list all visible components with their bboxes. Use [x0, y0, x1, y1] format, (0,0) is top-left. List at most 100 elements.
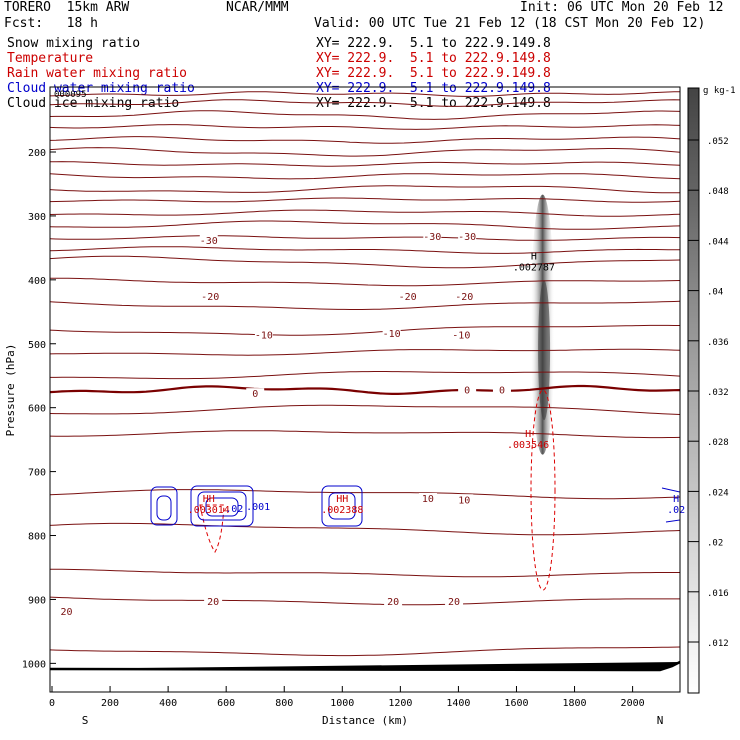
isotherm-line: [49, 173, 681, 180]
colorbar-tick-label: .044: [707, 237, 729, 247]
isotherm-label-bg: [455, 494, 474, 506]
extremum-label: H: [525, 429, 531, 440]
endpoint-north: N: [657, 714, 664, 727]
colorbar-tick-label: .012: [707, 639, 729, 649]
isotherm-label: 0: [464, 385, 470, 396]
isotherm-line: [49, 99, 681, 107]
isotherm-label-bg: [458, 230, 477, 242]
x-tick-label: 1800: [562, 698, 586, 709]
isotherm-line: [49, 300, 681, 310]
rain-water-contours: [199, 389, 556, 591]
isotherm-label: -20: [455, 292, 473, 303]
field-xy-cloud-water: XY= 222.9. 5.1 to 222.9.149.8: [316, 81, 551, 96]
header-fcst: Fcst: 18 h: [4, 16, 98, 31]
header-init: Init: 06 UTC Mon 20 Feb 12: [520, 0, 724, 15]
y-tick-label: 600: [28, 404, 46, 415]
isotherm-label-bg: [423, 230, 442, 242]
field-name-temperature: Temperature: [7, 51, 94, 66]
x-tick-label: 0: [49, 698, 55, 709]
isotherm-line: [49, 91, 681, 97]
isotherm-line: [50, 161, 681, 167]
y-tick-label: 400: [28, 276, 46, 287]
isotherm-label-bg: [445, 595, 464, 607]
y-tick-label: 900: [28, 595, 46, 606]
extremum-value: .02: [667, 505, 685, 516]
isotherm-label-bg: [382, 328, 401, 340]
isotherm-label-bg: [384, 595, 403, 607]
isotherm-line: [49, 489, 681, 500]
isotherm-label: -30: [423, 232, 441, 243]
isotherm-line: [49, 646, 681, 657]
extremum-label: H: [531, 251, 537, 262]
isotherm-label: 20: [387, 597, 399, 608]
cloud-water-contour: [328, 492, 356, 520]
y-tick-label: 300: [28, 212, 46, 223]
extremum-label: H: [673, 494, 679, 505]
isotherm-label: -10: [383, 329, 401, 340]
x-tick-label: 600: [217, 698, 235, 709]
header-org: NCAR/MMM: [226, 0, 289, 15]
isotherm-label: 0: [499, 385, 505, 396]
isotherm-label-bg: [204, 595, 223, 607]
field-name-snow: Snow mixing ratio: [7, 36, 141, 51]
isotherm-label: -20: [399, 292, 417, 303]
isotherm-line: [49, 596, 680, 606]
corner-value: 000095: [54, 90, 87, 100]
isotherm-line: [49, 147, 681, 157]
isotherm-label-bg: [455, 291, 474, 303]
isotherm-label: -10: [452, 330, 470, 341]
isotherm-label: 0: [252, 389, 258, 400]
isotherm-line: [49, 522, 681, 536]
isotherm-label-bg: [452, 329, 471, 341]
isotherm-label: -30: [458, 232, 476, 243]
header-valid: Valid: 00 UTC Tue 21 Feb 12 (18 CST Mon …: [314, 16, 706, 31]
extremum-value: .003546: [507, 440, 549, 451]
field-xy-temperature: XY= 222.9. 5.1 to 222.9.149.8: [316, 51, 551, 66]
isotherm-label: -30: [200, 236, 218, 247]
x-tick-label: 400: [159, 698, 177, 709]
isotherm-line: [49, 124, 681, 130]
isotherm-label-bg: [199, 234, 218, 246]
extremum-value: .003014: [188, 505, 230, 516]
isotherm-line: [49, 324, 680, 336]
extremum-value: .002787: [513, 262, 555, 273]
y-tick-label: 200: [28, 148, 46, 159]
field-xy-snow: XY= 222.9. 5.1 to 222.9.149.8: [316, 36, 551, 51]
isotherm-label-bg: [418, 493, 437, 505]
x-tick-label: 200: [101, 698, 119, 709]
isotherm-label: 10: [422, 494, 434, 505]
header-model: TORERO 15km ARW: [4, 0, 130, 15]
isotherm-label-bg: [492, 384, 511, 396]
isotherm-line: [49, 255, 681, 269]
rain-contour: [199, 504, 225, 553]
cloud-water-contours: [150, 485, 681, 527]
plot-frame: [49, 86, 681, 693]
colorbar-tick-label: .02: [707, 539, 723, 549]
extremum-label: HH: [336, 494, 348, 505]
colorbar-tick-label: .028: [707, 438, 729, 448]
y-axis-title: Pressure (hPa): [4, 344, 17, 437]
isotherm-label: 20: [448, 597, 460, 608]
isotherm-line: [49, 197, 681, 203]
isotherm-label-bg: [458, 384, 477, 396]
rain-contour: [530, 389, 556, 591]
colorbar-tick-label: .048: [707, 187, 729, 197]
x-tick-label: 1000: [330, 698, 354, 709]
terrain-surface-line: [49, 660, 681, 672]
y-tick-label: 700: [28, 468, 46, 479]
extremum-value: .02: [225, 504, 243, 515]
extremum-value: .001: [246, 502, 270, 513]
y-tick-label: 800: [28, 532, 46, 543]
y-tick-label: 500: [28, 340, 46, 351]
field-xy-rain: XY= 222.9. 5.1 to 222.9.149.8: [316, 66, 551, 81]
y-tick-label: 1000: [22, 659, 46, 670]
colorbar-tick-label: .032: [707, 388, 729, 398]
cloud-water-contour: [190, 485, 254, 527]
field-xy-cloud-ice: XY= 222.9. 5.1 to 222.9.149.8: [316, 96, 551, 111]
isotherm-line: [49, 110, 681, 120]
cloud-water-contour: [150, 486, 178, 526]
isotherm-label-bg: [246, 388, 265, 400]
x-tick-label: 1200: [388, 698, 412, 709]
colorbar-tick-label: .024: [707, 488, 729, 498]
x-tick-label: 2000: [621, 698, 645, 709]
